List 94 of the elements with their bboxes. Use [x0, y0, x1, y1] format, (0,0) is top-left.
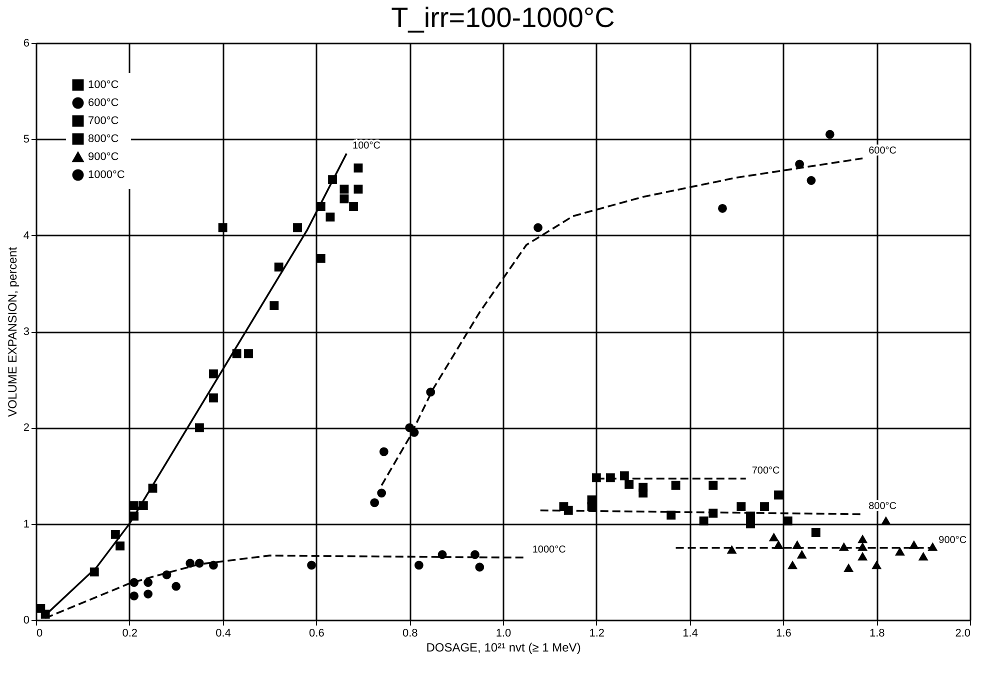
point [232, 349, 242, 358]
point [844, 564, 854, 572]
point [918, 552, 928, 560]
point [872, 561, 882, 570]
point [377, 488, 386, 498]
x-axis-title: DOSAGE, 10²¹ nvt (≥ 1 MeV) [426, 640, 581, 654]
point [718, 204, 727, 213]
point [806, 176, 816, 185]
x-tick-label: 0 [36, 628, 43, 640]
point [414, 560, 424, 570]
point [760, 502, 769, 511]
x-tick-label: 0.8 [402, 628, 418, 640]
point [858, 535, 868, 544]
legend-label: 100°C [88, 79, 119, 91]
x-tick-label: 0.4 [216, 628, 231, 640]
point [349, 202, 358, 211]
x-tick-label: 1.6 [776, 628, 792, 640]
point [671, 480, 680, 490]
y-tick-label: 0 [23, 614, 30, 626]
point [839, 542, 848, 551]
y-tick-label: 1 [23, 518, 30, 530]
point [592, 473, 601, 482]
point [895, 548, 904, 556]
point [130, 501, 139, 510]
point [638, 488, 648, 498]
point [194, 423, 204, 432]
point [624, 480, 634, 489]
series-label: 900°C [938, 534, 967, 546]
point [218, 223, 228, 232]
point [438, 550, 447, 560]
point [274, 262, 284, 272]
y-tick-label: 3 [23, 326, 30, 338]
x-tick-label: 0.6 [309, 628, 324, 640]
point [379, 447, 388, 456]
point [928, 542, 938, 551]
point [470, 550, 480, 560]
x-tick-label: 1.0 [496, 628, 512, 640]
point [727, 546, 736, 554]
point [326, 212, 335, 222]
point [534, 223, 542, 232]
legend-label: 1000°C [88, 169, 125, 181]
point [172, 582, 181, 591]
point [774, 490, 783, 500]
point [858, 552, 868, 560]
point [340, 194, 349, 204]
y-tick-label: 2 [23, 422, 30, 434]
point [209, 393, 218, 402]
point [475, 562, 484, 572]
point [708, 480, 718, 490]
point [209, 369, 218, 378]
x-tick-label: 1.8 [869, 628, 885, 640]
point [825, 130, 834, 139]
y-tick-label: 6 [23, 38, 30, 50]
point [788, 561, 797, 570]
point [354, 184, 363, 194]
point [116, 541, 125, 550]
x-tick-label: 2.0 [955, 628, 970, 640]
chart-title: T_irr=100-1000°C [391, 2, 615, 33]
point [307, 560, 316, 570]
series-label: 1000°C [532, 544, 566, 556]
legend-label: 600°C [88, 97, 119, 109]
point [769, 533, 778, 542]
x-tick-label: 0.2 [122, 628, 138, 640]
y-tick-label: 5 [23, 134, 30, 146]
point [370, 498, 380, 508]
point [144, 590, 153, 598]
point [316, 254, 326, 263]
point [130, 592, 139, 600]
point [797, 550, 806, 559]
point [736, 502, 746, 511]
point [881, 516, 890, 525]
x-tick-label: 1.2 [589, 628, 605, 640]
point [354, 164, 363, 172]
series-label: 700°C [752, 466, 780, 477]
point [293, 223, 302, 232]
point [811, 528, 820, 537]
point [666, 510, 676, 520]
point [270, 301, 279, 310]
point [144, 578, 153, 587]
legend-label: 900°C [88, 151, 119, 163]
point [186, 558, 195, 568]
y-axis-title: VOLUME EXPANSION, percent [5, 246, 20, 417]
point [209, 560, 218, 570]
point [746, 519, 755, 528]
series-label: 100°C [352, 140, 380, 152]
point [110, 530, 120, 539]
point [340, 184, 349, 194]
x-tick-label: 1.4 [682, 628, 698, 640]
point [244, 349, 253, 358]
point [783, 516, 792, 526]
y-tick-label: 4 [23, 230, 30, 242]
point [699, 516, 708, 526]
legend-label: 700°C [88, 115, 119, 127]
legend-label: 800°C [88, 133, 119, 145]
